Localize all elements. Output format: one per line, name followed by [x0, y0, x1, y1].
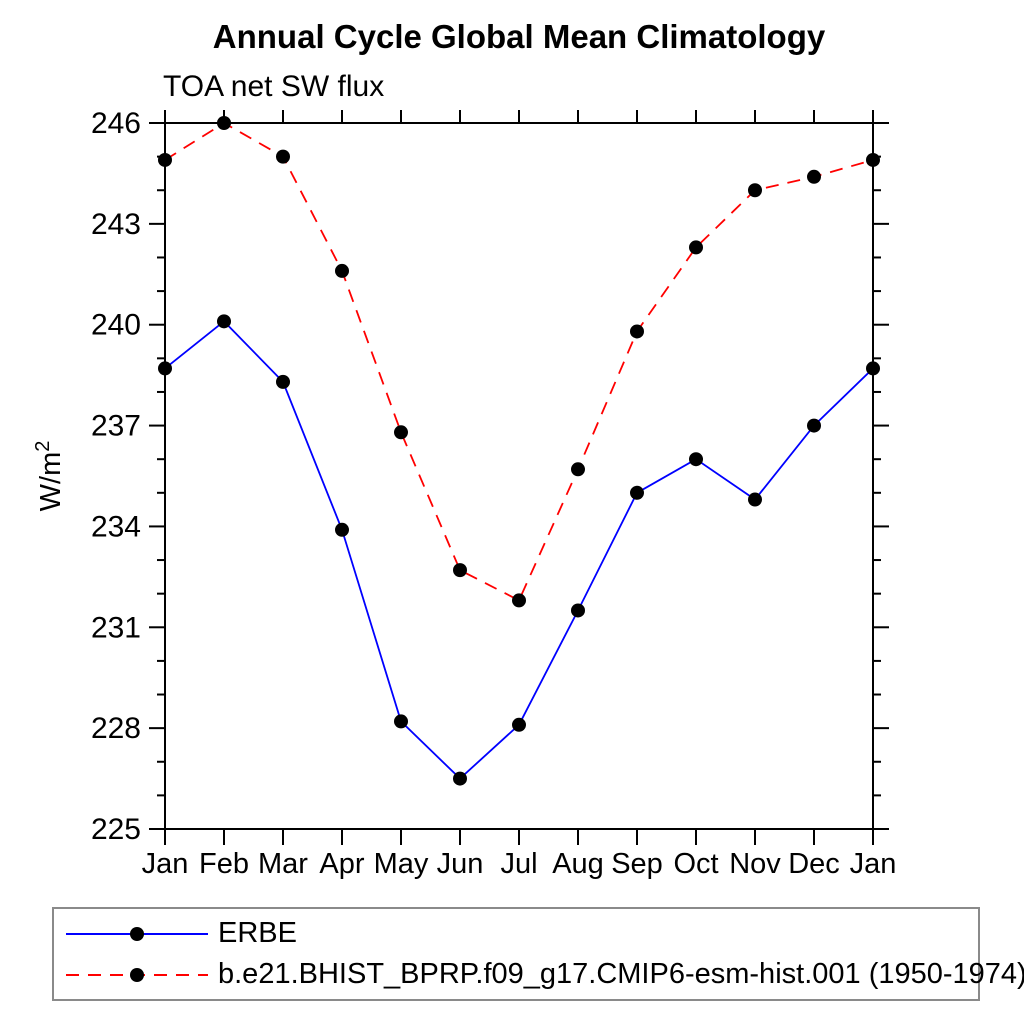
model-point-oct-9 — [689, 240, 703, 255]
model-point-mar-2 — [276, 149, 290, 164]
x-axis-label: Jan — [850, 848, 897, 880]
erbe-point-mar-2 — [276, 374, 290, 389]
model-point-jun-5 — [453, 563, 467, 578]
x-axis-label: Jan — [142, 848, 189, 880]
x-axis-label: Feb — [199, 848, 249, 880]
y-axis-label-value: 231 — [91, 611, 141, 644]
y-axis-title: W/m2 — [32, 441, 67, 512]
x-axis-label: Nov — [729, 848, 781, 880]
erbe-point-sep-8 — [630, 485, 644, 500]
model-point-feb-1 — [217, 116, 231, 130]
erbe-line — [164, 320, 874, 780]
x-axis-label: Apr — [319, 848, 364, 880]
x-axis-label: Aug — [552, 848, 604, 880]
x-axis-label: Jul — [500, 848, 537, 880]
model-point-may-4 — [394, 425, 408, 440]
x-axis-label: May — [374, 848, 429, 880]
y-axis-label-value: 225 — [91, 813, 141, 846]
legend-item-model: b.e21.BHIST_BPRP.f09_g17.CMIP6-esm-hist.… — [62, 956, 1024, 994]
chart-title: Annual Cycle Global Mean Climatology — [212, 18, 826, 55]
y-axis-label-value: 228 — [91, 712, 141, 745]
erbe-point-jan-0 — [158, 361, 172, 376]
erbe-point-nov-10 — [748, 492, 762, 507]
x-axis-label: Mar — [258, 848, 308, 880]
erbe-point-oct-9 — [689, 452, 703, 467]
model-point-aug-7 — [571, 462, 585, 477]
legend-line-sample-erbe — [66, 926, 208, 941]
x-axis-label: Dec — [788, 848, 840, 880]
erbe-point-jun-5 — [453, 771, 467, 786]
chart-subtitle: TOA net SW flux — [163, 70, 385, 103]
y-axis-label-value: 246 — [91, 107, 141, 140]
legend: ERBE b.e21.BHIST_BPRP.f09_g17.CMIP6-esm-… — [52, 907, 1024, 1001]
x-axis-label: Oct — [673, 848, 718, 880]
model-point-dec-11 — [807, 169, 821, 184]
erbe-point-aug-7 — [571, 603, 585, 618]
y-axis-label-value: 240 — [91, 309, 141, 342]
legend-marker-model — [130, 967, 144, 982]
erbe-point-apr-3 — [335, 522, 349, 537]
erbe-point-jul-6 — [512, 717, 526, 732]
erbe-point-dec-11 — [807, 418, 821, 433]
model-point-apr-3 — [335, 263, 349, 278]
legend-line-sample-model — [66, 967, 208, 982]
model-point-jul-6 — [512, 593, 526, 608]
model-line — [164, 121, 874, 602]
legend-item-erbe: ERBE — [62, 915, 978, 953]
model-point-nov-10 — [748, 183, 762, 198]
legend-label-model: b.e21.BHIST_BPRP.f09_g17.CMIP6-esm-hist.… — [218, 958, 1024, 990]
x-axis-label: Sep — [611, 848, 663, 880]
model-point-jan-0 — [158, 152, 172, 167]
x-axis-label: Jun — [437, 848, 484, 880]
legend-marker-erbe — [130, 926, 144, 941]
erbe-point-jan-12 — [866, 361, 880, 376]
y-axis-label-value: 234 — [91, 510, 141, 543]
model-point-sep-8 — [630, 324, 644, 339]
y-axis-label-value: 243 — [91, 208, 141, 241]
erbe-point-feb-1 — [217, 314, 231, 329]
model-point-jan-12 — [866, 152, 880, 167]
y-axis-label-value: 237 — [91, 410, 141, 443]
erbe-point-may-4 — [394, 714, 408, 729]
legend-label-erbe: ERBE — [218, 917, 297, 949]
